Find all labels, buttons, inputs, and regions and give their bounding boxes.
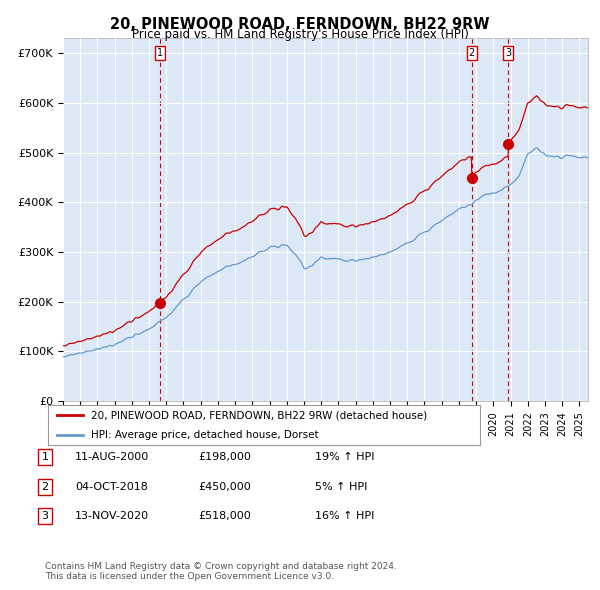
Text: 2: 2 (41, 482, 49, 491)
Text: £450,000: £450,000 (198, 482, 251, 491)
Text: 04-OCT-2018: 04-OCT-2018 (75, 482, 148, 491)
Text: 2: 2 (469, 48, 475, 58)
Text: 20, PINEWOOD ROAD, FERNDOWN, BH22 9RW: 20, PINEWOOD ROAD, FERNDOWN, BH22 9RW (110, 17, 490, 31)
Text: 16% ↑ HPI: 16% ↑ HPI (315, 512, 374, 521)
Text: 1: 1 (41, 453, 49, 462)
Text: 5% ↑ HPI: 5% ↑ HPI (315, 482, 367, 491)
Text: £198,000: £198,000 (198, 453, 251, 462)
Text: 13-NOV-2020: 13-NOV-2020 (75, 512, 149, 521)
Text: HPI: Average price, detached house, Dorset: HPI: Average price, detached house, Dors… (91, 431, 319, 440)
Text: Contains HM Land Registry data © Crown copyright and database right 2024.
This d: Contains HM Land Registry data © Crown c… (45, 562, 397, 581)
Text: 11-AUG-2000: 11-AUG-2000 (75, 453, 149, 462)
Text: 20, PINEWOOD ROAD, FERNDOWN, BH22 9RW (detached house): 20, PINEWOOD ROAD, FERNDOWN, BH22 9RW (d… (91, 411, 427, 420)
Text: 19% ↑ HPI: 19% ↑ HPI (315, 453, 374, 462)
Text: 3: 3 (505, 48, 511, 58)
Text: 1: 1 (157, 48, 163, 58)
Text: Price paid vs. HM Land Registry's House Price Index (HPI): Price paid vs. HM Land Registry's House … (131, 28, 469, 41)
Text: £518,000: £518,000 (198, 512, 251, 521)
Text: 3: 3 (41, 512, 49, 521)
